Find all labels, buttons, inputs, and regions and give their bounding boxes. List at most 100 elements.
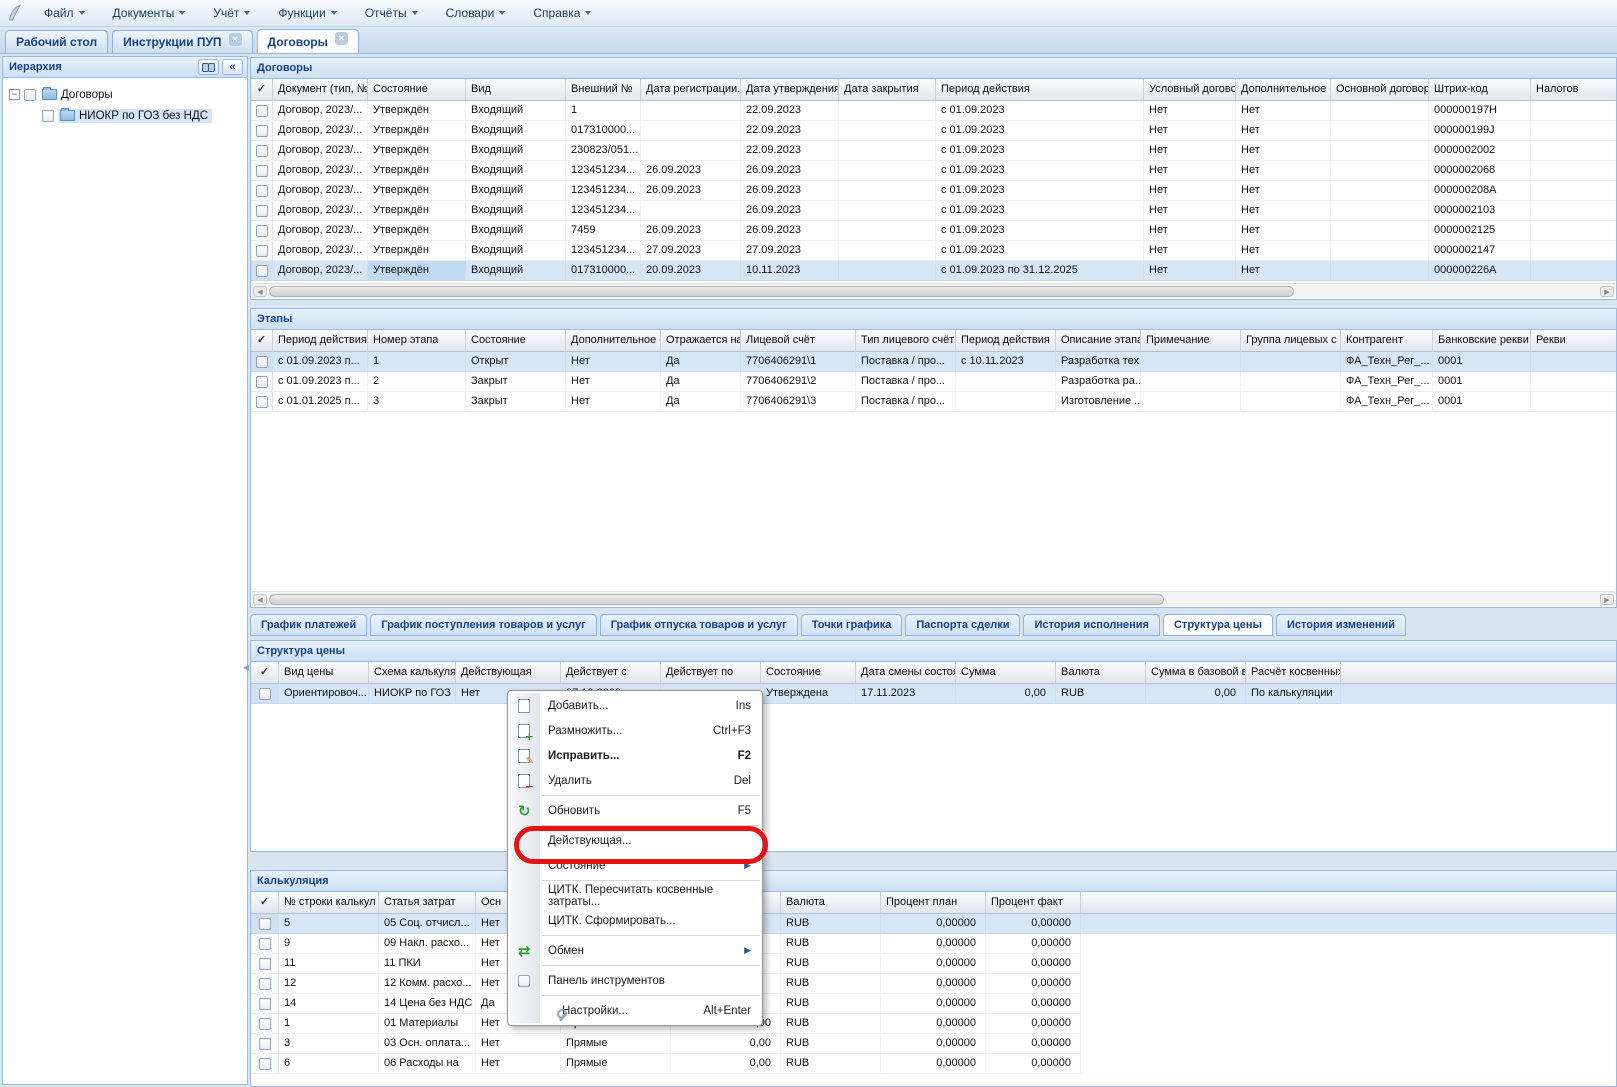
row-checkbox[interactable] bbox=[255, 375, 268, 388]
row-select-cell[interactable] bbox=[251, 684, 279, 704]
column-header[interactable]: Документ (тип, № bbox=[273, 79, 368, 101]
context-menu-item[interactable]: Панель инструментов bbox=[510, 968, 760, 993]
subtab[interactable]: Структура цены bbox=[1162, 614, 1273, 636]
table-row[interactable]: 3 03 Осн. оплата... Нет Прямые 0,00 RUB 0,0000… bbox=[251, 1034, 1616, 1054]
select-all-header[interactable]: ✓ bbox=[251, 662, 279, 684]
row-select-cell[interactable] bbox=[251, 181, 273, 201]
column-header[interactable]: Примечание bbox=[1141, 330, 1241, 352]
row-checkbox[interactable] bbox=[255, 164, 268, 177]
row-checkbox[interactable] bbox=[258, 937, 271, 950]
column-header[interactable]: Схема калькуляци bbox=[369, 662, 456, 684]
row-select-cell[interactable] bbox=[251, 1054, 279, 1074]
column-header[interactable]: Расчёт косвенных bbox=[1246, 662, 1341, 684]
menubar-item[interactable]: Учёт bbox=[203, 3, 260, 23]
close-tab-icon[interactable]: × bbox=[228, 32, 242, 46]
row-select-cell[interactable] bbox=[251, 261, 273, 281]
subtab[interactable]: Точки графика bbox=[800, 614, 903, 636]
close-tab-icon[interactable]: × bbox=[334, 32, 348, 45]
column-header[interactable]: Действует по bbox=[661, 662, 761, 684]
row-select-cell[interactable] bbox=[251, 1034, 279, 1054]
scroll-left-icon[interactable]: ◀ bbox=[253, 286, 267, 297]
column-header[interactable]: Дата смены состоя bbox=[856, 662, 956, 684]
column-header[interactable]: Внешний № bbox=[566, 79, 641, 101]
context-menu-item[interactable]: Состояние ▶ bbox=[510, 853, 760, 878]
column-header[interactable]: Описание этапа bbox=[1056, 330, 1141, 352]
tree-node[interactable]: НИОКР по ГОЗ без НДС bbox=[3, 105, 247, 126]
context-menu-item[interactable]: ✎ Исправить... F2 bbox=[510, 743, 760, 768]
row-select-cell[interactable] bbox=[251, 201, 273, 221]
row-checkbox[interactable] bbox=[255, 224, 268, 237]
subtab[interactable]: График отпуска товаров и услуг bbox=[599, 614, 798, 636]
tree-expander-icon[interactable]: − bbox=[9, 89, 20, 100]
column-header[interactable]: Действующая bbox=[456, 662, 561, 684]
menubar-item[interactable]: Справка bbox=[523, 3, 601, 23]
table-row[interactable]: Договор, 2023/... Утверждён Входящий 7459 26… bbox=[251, 221, 1616, 241]
table-row[interactable]: 11 11 ПКИ Нет RUB 0,00000 0,00000 bbox=[251, 954, 1616, 974]
context-menu-item[interactable]: − Удалить Del bbox=[510, 768, 760, 793]
row-select-cell[interactable] bbox=[251, 161, 273, 181]
table-row[interactable]: 101 МатериалыНетПрямые0,00RUB0,000000,00… bbox=[251, 1014, 1616, 1034]
table-row[interactable]: Договор, 2023/... Утверждён Входящий 1 22.09… bbox=[251, 101, 1616, 121]
subtab[interactable]: График платежей bbox=[250, 614, 368, 636]
column-header[interactable]: Группа лицевых с bbox=[1241, 330, 1341, 352]
row-checkbox[interactable] bbox=[258, 997, 271, 1010]
menubar-item[interactable]: Функции bbox=[268, 3, 346, 23]
splitter-collapse-icon[interactable]: ◀ bbox=[242, 663, 250, 672]
row-checkbox[interactable] bbox=[255, 184, 268, 197]
table-row[interactable]: Договор, 2023/... Утверждён Входящий 230823… bbox=[251, 141, 1616, 161]
context-menu-item[interactable]: Действующая... bbox=[510, 828, 760, 853]
subtab[interactable]: График поступления товаров и услуг bbox=[370, 614, 597, 636]
row-select-cell[interactable] bbox=[251, 241, 273, 261]
tree-node[interactable]: − Договоры bbox=[3, 84, 247, 105]
column-header[interactable]: Сумма в базовой в bbox=[1146, 662, 1246, 684]
column-header[interactable]: Отражается на су bbox=[661, 330, 741, 352]
scroll-left-icon[interactable]: ◀ bbox=[253, 594, 267, 605]
select-all-header[interactable]: ✓ bbox=[251, 892, 279, 914]
table-row[interactable]: 14 14 Цена без НДС Да RUB 0,00000 0,00000 bbox=[251, 994, 1616, 1014]
column-header[interactable]: Контрагент bbox=[1341, 330, 1433, 352]
context-menu-item[interactable]: ↻ Обновить F5 bbox=[510, 798, 760, 823]
context-menu-item[interactable]: ⇄ Обмен ▶ bbox=[510, 938, 760, 963]
menubar-item[interactable]: Отчёты bbox=[355, 3, 428, 23]
subtab[interactable]: История исполнения bbox=[1023, 614, 1160, 636]
subtab[interactable]: История изменений bbox=[1275, 614, 1407, 636]
table-row[interactable]: Договор, 2023/... Утверждён Входящий 123451… bbox=[251, 181, 1616, 201]
row-checkbox[interactable] bbox=[255, 104, 268, 117]
column-header[interactable]: Дата закрытия bbox=[839, 79, 936, 101]
row-select-cell[interactable] bbox=[251, 101, 273, 121]
collapse-panel-button[interactable]: « bbox=[222, 59, 243, 75]
row-select-cell[interactable] bbox=[251, 974, 279, 994]
column-header[interactable]: Банковские рекви bbox=[1433, 330, 1531, 352]
subtab[interactable]: Паспорта сделки bbox=[905, 614, 1021, 636]
table-row[interactable]: с 01.01.2025 п... 3 Закрыт Нет Да 7706406291\… bbox=[251, 392, 1616, 412]
row-checkbox[interactable] bbox=[258, 687, 271, 700]
row-select-cell[interactable] bbox=[251, 372, 273, 392]
row-select-cell[interactable] bbox=[251, 392, 273, 412]
column-header[interactable]: Дата регистрации. bbox=[641, 79, 741, 101]
column-header[interactable]: Статья затрат bbox=[379, 892, 476, 914]
context-menu-item[interactable]: ЦИТК. Сформировать... bbox=[510, 908, 760, 933]
row-select-cell[interactable] bbox=[251, 1014, 279, 1034]
menubar-item[interactable]: Документы bbox=[103, 3, 196, 23]
scrollbar-thumb[interactable] bbox=[269, 594, 1164, 605]
row-select-cell[interactable] bbox=[251, 914, 279, 934]
table-row[interactable]: 6 06 Расходы на Нет Прямые 0,00 RUB 0,00000 0,0… bbox=[251, 1054, 1616, 1074]
table-row[interactable]: Договор, 2023/... Утверждён Входящий 017310… bbox=[251, 121, 1616, 141]
main-tab[interactable]: Договоры × bbox=[256, 29, 359, 53]
row-checkbox[interactable] bbox=[255, 264, 268, 277]
column-header[interactable]: Рекви bbox=[1531, 330, 1616, 352]
row-checkbox[interactable] bbox=[255, 124, 268, 137]
table-row[interactable]: 12 12 Комм. расхо... Нет RUB 0,00000 0,00000 bbox=[251, 974, 1616, 994]
stages-hscrollbar[interactable]: ◀ ▶ bbox=[252, 591, 1615, 606]
row-checkbox[interactable] bbox=[255, 355, 268, 368]
column-header[interactable]: Дополнительное с bbox=[566, 330, 661, 352]
main-tab[interactable]: Рабочий стол bbox=[5, 30, 109, 53]
select-all-header[interactable]: ✓ bbox=[251, 79, 273, 101]
table-row[interactable]: Ориентировоч...НИОКР по ГОЗ ...Нет27.10.… bbox=[251, 684, 1616, 704]
column-header[interactable]: Период действия.. bbox=[273, 330, 368, 352]
row-select-cell[interactable] bbox=[251, 141, 273, 161]
find-button[interactable] bbox=[198, 59, 219, 75]
column-header[interactable]: Валюта bbox=[1056, 662, 1146, 684]
column-header[interactable]: № строки калькул bbox=[279, 892, 379, 914]
tree-checkbox[interactable] bbox=[42, 109, 54, 122]
